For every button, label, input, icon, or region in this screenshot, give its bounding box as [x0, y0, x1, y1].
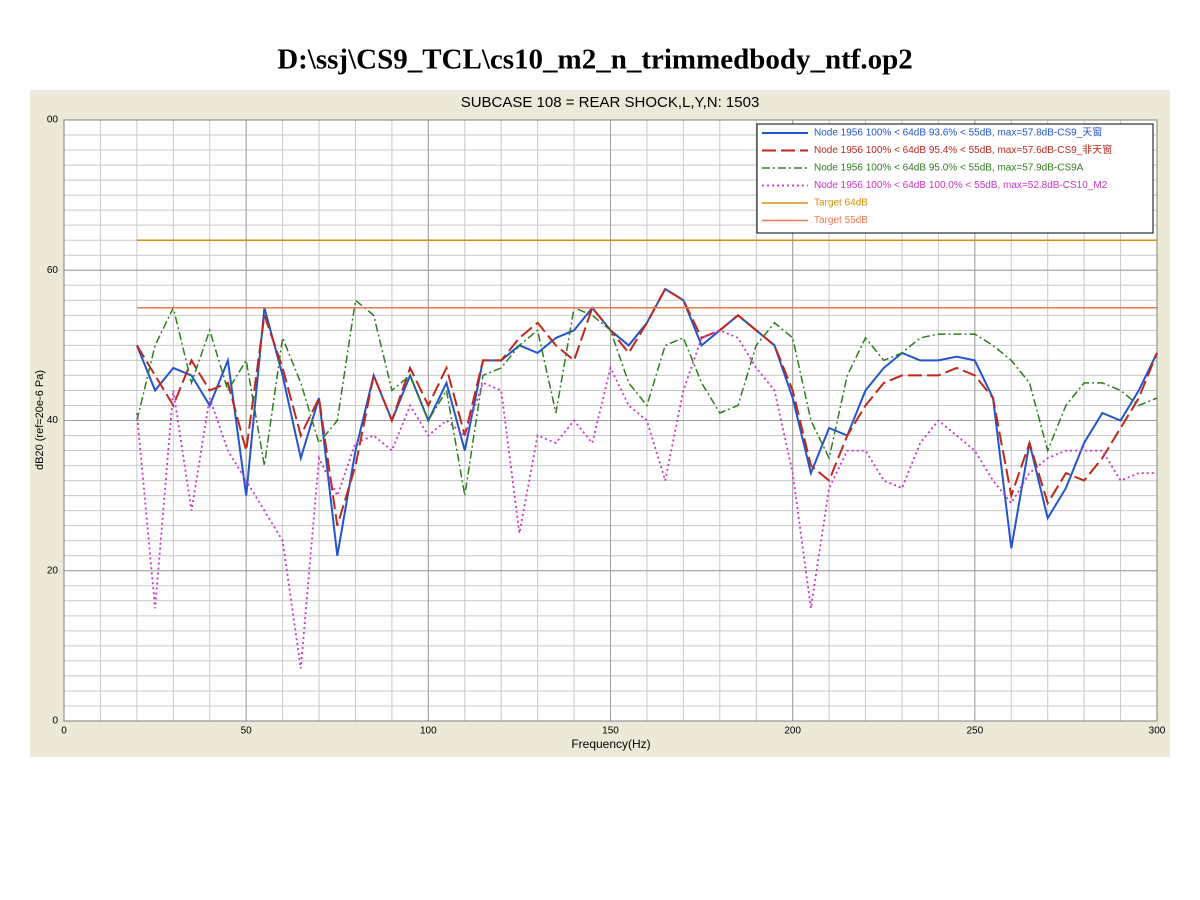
page-title: D:\ssj\CS9_TCL\cs10_m2_n_trimmedbody_ntf… — [277, 44, 913, 76]
x-tick-label: 250 — [966, 726, 983, 737]
legend-label: Target 64dB — [814, 198, 868, 209]
y-tick-label: 60 — [47, 265, 59, 276]
chart-subtitle: SUBCASE 108 = REAR SHOCK,L,Y,N: 1503 — [461, 94, 760, 111]
y-tick-label: 0 — [52, 716, 58, 727]
x-tick-label: 100 — [420, 726, 437, 737]
plot-border — [63, 119, 1158, 722]
y-axis-label: dB20 (ref=20e-6 Pa) — [34, 370, 46, 470]
x-tick-label: 150 — [602, 726, 619, 737]
x-axis-label: Frequency(Hz) — [571, 737, 650, 751]
legend-box — [756, 123, 1154, 234]
legend-label: Node 1956 100% < 64dB 100.0% < 55dB, max… — [814, 180, 1108, 191]
series-line — [136, 298, 1158, 496]
legend-label: Node 1956 100% < 64dB 95.4% < 55dB, max=… — [814, 143, 1112, 156]
x-tick-label: 0 — [61, 726, 67, 737]
x-tick-label: 200 — [784, 726, 801, 737]
y-tick-label: 40 — [47, 415, 59, 426]
y-tick-label: 00 — [47, 115, 59, 126]
legend-label: Node 1956 100% < 64dB 95.0% < 55dB, max=… — [814, 163, 1084, 174]
series-line — [136, 329, 1157, 669]
x-tick-label: 50 — [241, 726, 253, 737]
y-tick-label: 20 — [47, 565, 59, 576]
legend-label: Node 1956 100% < 64dB 93.6% < 55dB, max=… — [814, 126, 1102, 139]
series-line — [136, 287, 1158, 526]
legend-label: Target 55dB — [814, 215, 868, 226]
x-tick-label: 300 — [1149, 726, 1166, 737]
